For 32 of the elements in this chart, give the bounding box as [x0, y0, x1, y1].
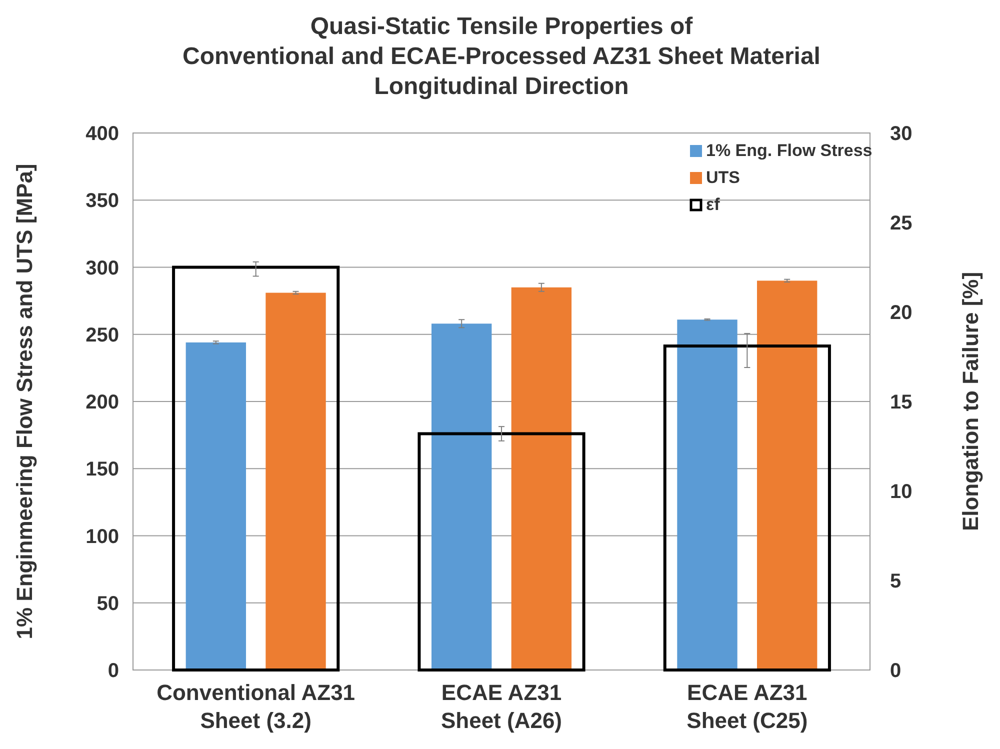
y2-tick-label: 15: [890, 392, 912, 414]
legend-label: 1% Eng. Flow Stress: [706, 141, 872, 160]
x-tick-label: ECAE AZ31 Sheet (C25): [686, 680, 808, 733]
y2-tick-label: 5: [890, 570, 902, 592]
chart-title: Quasi-Static Tensile Properties of Conventional and ECAE-Processed AZ31 Sheet Material Longitudinal Direction: [182, 13, 820, 100]
y-tick-label: 250: [86, 324, 119, 346]
legend-label: εf: [706, 195, 720, 214]
y2-tick-label: 30: [890, 123, 912, 145]
x-tick-label: ECAE AZ31 Sheet (A26): [440, 680, 562, 733]
bar: [431, 324, 492, 670]
x-tick-label: Conventional AZ31 Sheet (3.2): [156, 680, 356, 733]
y-tick-label: 350: [86, 190, 119, 212]
y-tick-label: 150: [86, 458, 119, 481]
y-axis-title: 1% Enginmeering Flow Stress and UTS [MPa]: [12, 164, 37, 640]
bar: [511, 287, 572, 670]
bar: [186, 342, 246, 670]
legend-label: UTS: [706, 168, 740, 187]
y2-tick-label: 10: [890, 481, 912, 503]
y-tick-label: 400: [86, 123, 119, 145]
y2-tick-label: 20: [890, 302, 912, 324]
bar: [172, 266, 340, 672]
y-tick-label: 200: [86, 392, 119, 414]
y-tick-label: 100: [86, 526, 119, 548]
y-tick-label: 50: [96, 592, 119, 615]
bar: [756, 280, 818, 670]
y2-tick-label: 25: [890, 212, 912, 234]
y-tick-label: 0: [108, 660, 119, 682]
y2-tick-label: 0: [890, 660, 902, 682]
y2-axis-title: Elongation to Failure [%]: [958, 272, 983, 532]
y-tick-label: 300: [86, 257, 119, 280]
bar: [677, 320, 738, 670]
bar: [266, 292, 326, 670]
